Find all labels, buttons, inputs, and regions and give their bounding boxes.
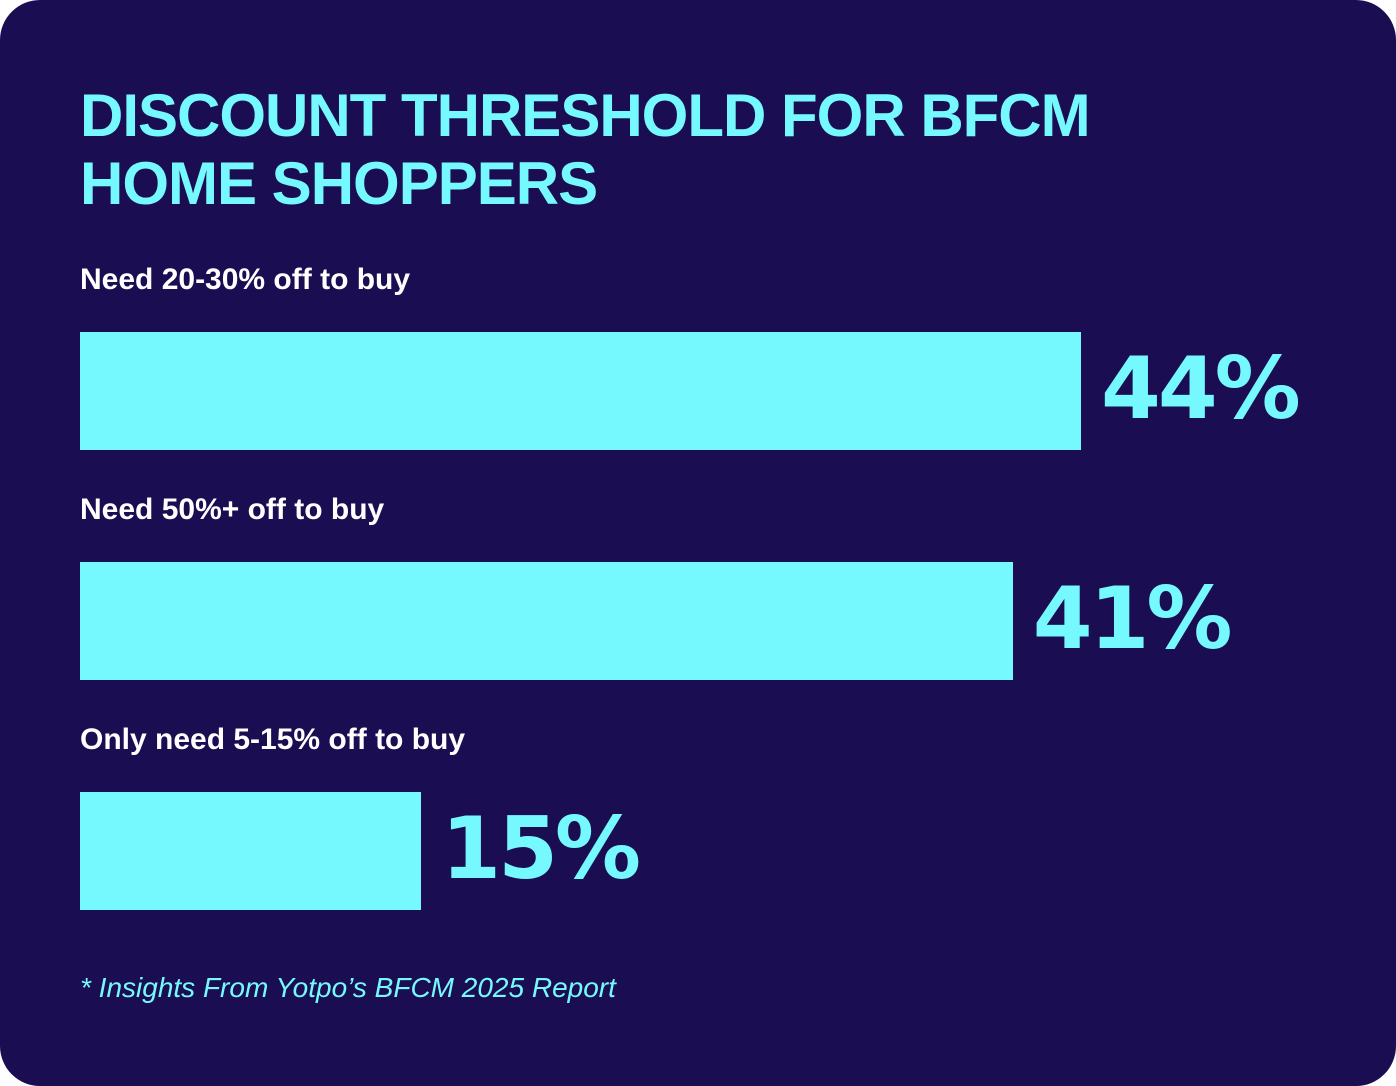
bar-label: Need 50%+ off to buy bbox=[80, 493, 385, 526]
chart-title: DISCOUNT THRESHOLD FOR BFCM HOME SHOPPER… bbox=[80, 82, 1091, 217]
bar-value-label: 15% bbox=[441, 799, 641, 899]
source-footnote: * Insights From Yotpo’s BFCM 2025 Report bbox=[80, 972, 616, 1003]
bar-value-label: 41% bbox=[1032, 569, 1233, 669]
bar-label: Only need 5-15% off to buy bbox=[80, 723, 466, 756]
bar bbox=[80, 332, 1081, 450]
bar-label: Need 20-30% off to buy bbox=[80, 263, 411, 296]
bar bbox=[80, 562, 1013, 680]
bar bbox=[80, 792, 422, 910]
bar-value-label: 44% bbox=[1101, 339, 1301, 439]
